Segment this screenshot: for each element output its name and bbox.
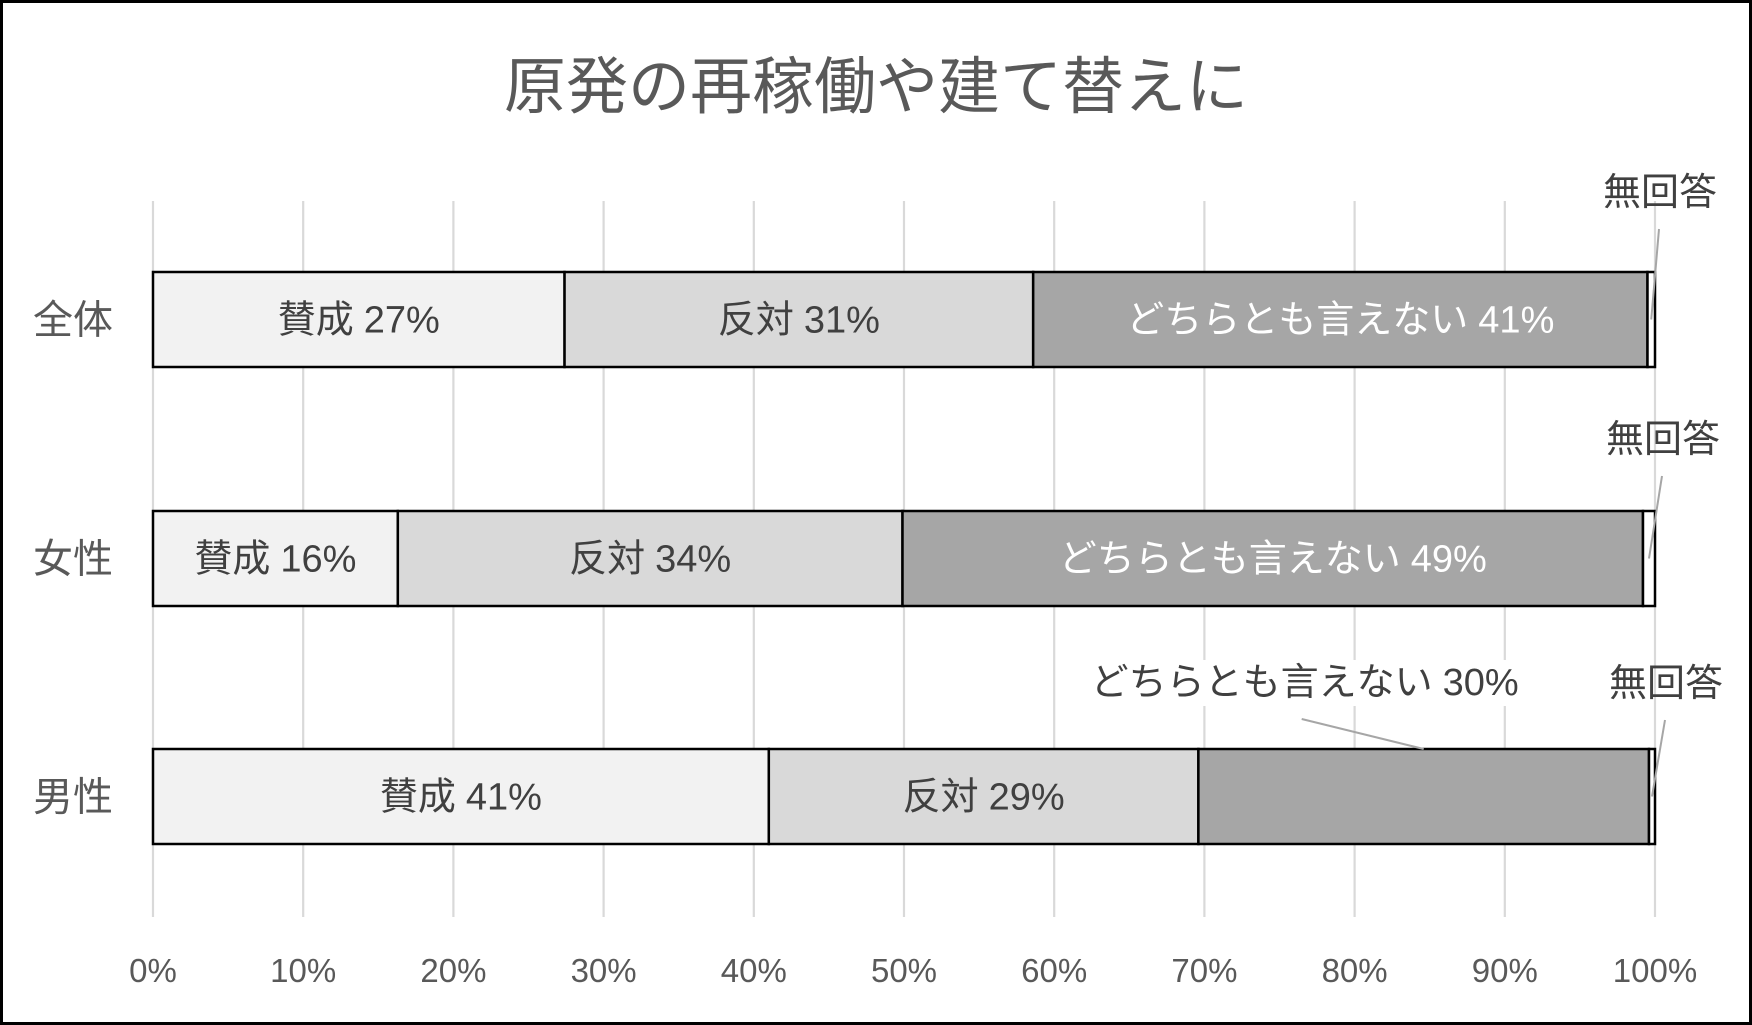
x-tick-label: 100% [1613, 952, 1697, 989]
bar-overall-undecided [1031, 270, 1649, 369]
bars [151, 270, 1657, 846]
category-label-overall: 全体 [33, 299, 113, 343]
x-tick-label: 60% [1021, 952, 1087, 989]
data-label-series-name: 反対 [718, 300, 794, 342]
x-tick-label: 90% [1472, 952, 1538, 989]
data-label-value: 41% [466, 777, 542, 819]
chart-title: 原発の再稼働や建て替えに [504, 53, 1248, 122]
data-label-female-oppose: 反対 34% [569, 539, 731, 581]
data-label-male-undecided: どちらとも言えない 30% [1091, 662, 1519, 704]
data-label-series-name: どちらとも言えない [1059, 539, 1401, 581]
data-label-value: 34% [655, 539, 731, 581]
data-label-value: 27% [364, 300, 440, 342]
bar-male-support [151, 747, 771, 846]
data-label-value: 41% [1478, 300, 1554, 342]
data-label-overall-support: 賛成 27% [278, 300, 440, 342]
category-label-male: 男性 [33, 776, 113, 820]
data-label-male-oppose: 反対 29% [903, 777, 1065, 819]
data-label-male-no-answer: 無回答 [1609, 663, 1723, 705]
data-label-series-name: 無回答 [1606, 419, 1720, 461]
x-tick-label: 0% [129, 952, 177, 989]
data-label-value: 49% [1411, 539, 1487, 581]
data-label-overall-no-answer: 無回答 [1603, 172, 1717, 214]
data-label-value: 29% [989, 777, 1065, 819]
x-tick-label: 10% [270, 952, 336, 989]
data-label-series-name: 反対 [903, 777, 979, 819]
x-tick-label: 40% [721, 952, 787, 989]
data-label-female-undecided: どちらとも言えない 49% [1059, 539, 1487, 581]
data-label-series-name: 賛成 [278, 300, 354, 342]
leader-line [1648, 475, 1663, 559]
data-label-series-name: 無回答 [1609, 663, 1723, 705]
x-tick-label: 70% [1171, 952, 1237, 989]
data-label-series-name: 反対 [569, 539, 645, 581]
data-label-series-name: どちらとも言えない [1091, 662, 1433, 704]
leader-line [1301, 718, 1424, 750]
bar-male-undecided [1197, 747, 1651, 846]
data-label-female-support: 賛成 16% [194, 539, 356, 581]
bar-female-support [151, 509, 400, 608]
data-label-series-name: 賛成 [194, 539, 270, 581]
x-tick-label: 20% [420, 952, 486, 989]
data-label-overall-undecided: どちらとも言えない 41% [1126, 300, 1554, 342]
x-tick-label: 30% [571, 952, 637, 989]
data-label-series-name: どちらとも言えない [1126, 300, 1468, 342]
bar-female-oppose [396, 509, 904, 608]
data-label-male-support: 賛成 41% [380, 777, 542, 819]
data-label-value: 16% [280, 539, 356, 581]
data-label-female-no-answer: 無回答 [1606, 419, 1720, 461]
x-axis-tick-labels: 0% 10% 20% 30% 40% 50% 60% 70% 80% 90% 100% [129, 952, 1697, 989]
leader-line [1651, 719, 1666, 797]
bar-overall-oppose [563, 270, 1035, 369]
x-tick-label: 50% [871, 952, 937, 989]
data-label-series-name: 賛成 [380, 777, 456, 819]
data-label-overall-oppose: 反対 31% [718, 300, 880, 342]
data-label-background [1082, 660, 1527, 706]
bar-overall-support [151, 270, 566, 369]
data-label-value: 31% [804, 300, 880, 342]
data-label-series-name: 無回答 [1603, 172, 1717, 214]
leader-line [1650, 228, 1660, 320]
data-label-value: 30% [1443, 662, 1519, 704]
leader-lines [1301, 228, 1666, 797]
x-tick-label: 80% [1322, 952, 1388, 989]
category-label-female: 女性 [33, 538, 113, 582]
bar-male-oppose [767, 747, 1200, 846]
